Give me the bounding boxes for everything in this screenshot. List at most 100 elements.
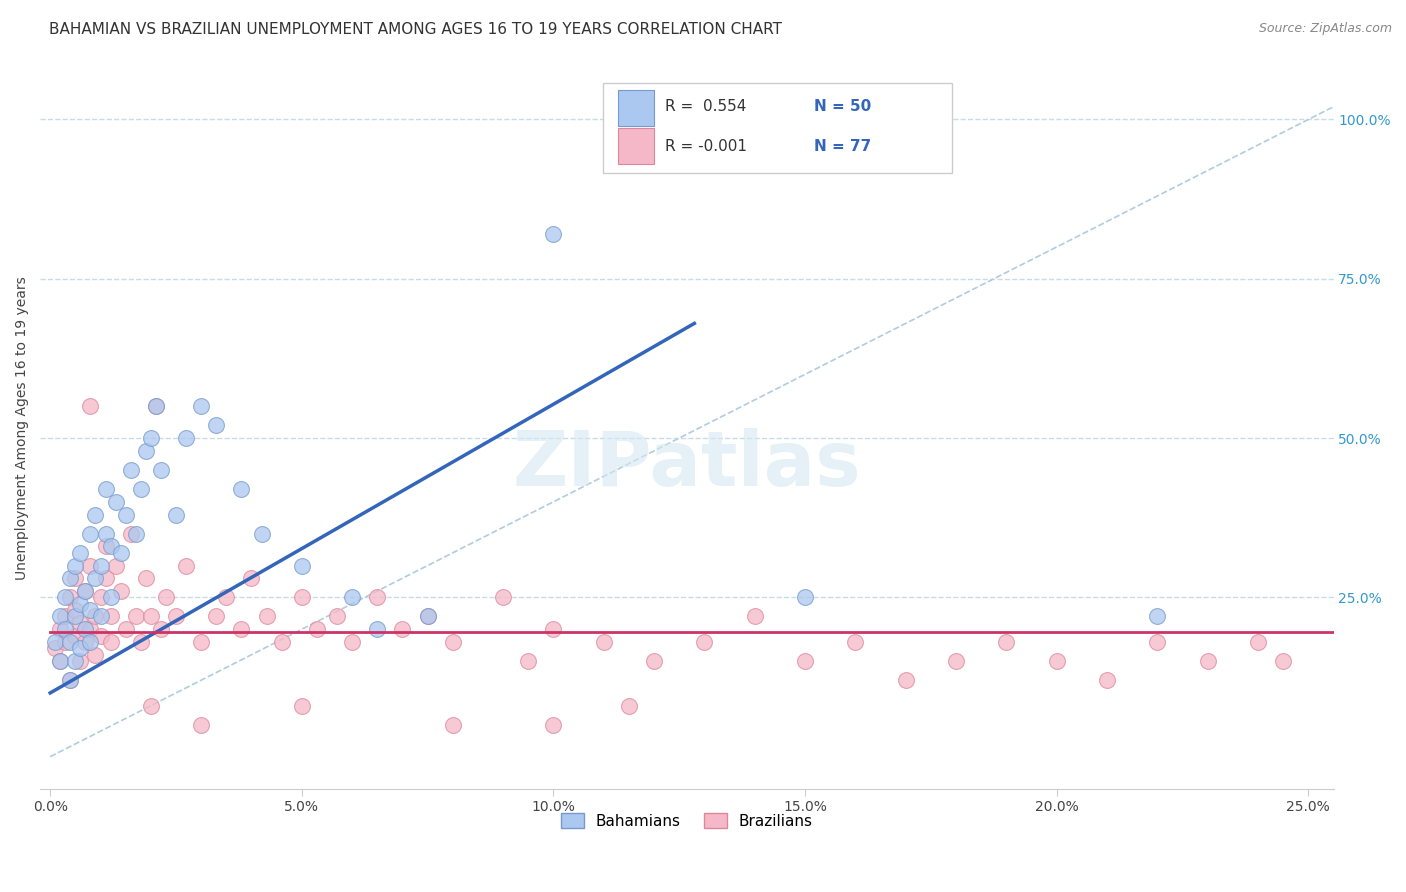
- Point: [65, 654, 87, 668]
- Point: [110, 584, 132, 599]
- Point: [517, 654, 540, 668]
- Point: [94, 540, 117, 554]
- FancyBboxPatch shape: [619, 90, 654, 126]
- Text: Source: ZipAtlas.com: Source: ZipAtlas.com: [1258, 22, 1392, 36]
- Point: [174, 431, 197, 445]
- Point: [894, 673, 917, 688]
- Point: [49, 654, 72, 668]
- Point: [104, 495, 127, 509]
- Point: [59, 635, 82, 649]
- Point: [416, 609, 439, 624]
- Text: N = 77: N = 77: [814, 139, 870, 153]
- Point: [543, 227, 565, 242]
- Point: [94, 526, 117, 541]
- Point: [205, 418, 228, 433]
- Text: R =  0.554: R = 0.554: [665, 99, 747, 114]
- Point: [416, 609, 439, 624]
- Point: [100, 591, 122, 605]
- Point: [59, 673, 82, 688]
- Point: [89, 591, 111, 605]
- Point: [149, 622, 172, 636]
- Point: [145, 399, 167, 413]
- Point: [1146, 609, 1168, 624]
- Point: [114, 508, 136, 522]
- Point: [543, 718, 565, 732]
- Point: [1197, 654, 1219, 668]
- Point: [114, 622, 136, 636]
- Point: [75, 584, 97, 599]
- Point: [65, 603, 87, 617]
- Point: [94, 571, 117, 585]
- Point: [155, 591, 177, 605]
- Point: [84, 571, 107, 585]
- Point: [492, 591, 515, 605]
- Point: [543, 622, 565, 636]
- Point: [366, 622, 388, 636]
- Point: [84, 609, 107, 624]
- Point: [84, 508, 107, 522]
- Point: [995, 635, 1018, 649]
- Point: [104, 558, 127, 573]
- Point: [165, 508, 187, 522]
- Point: [1095, 673, 1118, 688]
- Point: [231, 482, 253, 496]
- Point: [250, 526, 273, 541]
- Point: [79, 558, 101, 573]
- Point: [291, 698, 314, 713]
- Point: [190, 399, 212, 413]
- Point: [89, 558, 111, 573]
- Point: [1046, 654, 1069, 668]
- Point: [69, 641, 91, 656]
- Point: [100, 540, 122, 554]
- Point: [100, 609, 122, 624]
- Point: [53, 622, 76, 636]
- Point: [291, 591, 314, 605]
- Point: [120, 526, 142, 541]
- Point: [49, 654, 72, 668]
- FancyBboxPatch shape: [619, 128, 654, 164]
- Point: [231, 622, 253, 636]
- Point: [340, 635, 363, 649]
- Point: [366, 591, 388, 605]
- Point: [49, 609, 72, 624]
- Point: [79, 399, 101, 413]
- Point: [44, 641, 66, 656]
- Point: [79, 526, 101, 541]
- Point: [139, 431, 162, 445]
- Point: [165, 609, 187, 624]
- Point: [53, 635, 76, 649]
- Point: [844, 635, 866, 649]
- Point: [125, 526, 148, 541]
- Point: [125, 609, 148, 624]
- Point: [59, 673, 82, 688]
- Point: [149, 463, 172, 477]
- FancyBboxPatch shape: [603, 83, 952, 173]
- Point: [100, 635, 122, 649]
- Point: [240, 571, 263, 585]
- Point: [79, 635, 101, 649]
- Point: [65, 609, 87, 624]
- Legend: Bahamians, Brazilians: Bahamians, Brazilians: [554, 806, 820, 835]
- Point: [617, 698, 640, 713]
- Point: [75, 622, 97, 636]
- Point: [291, 558, 314, 573]
- Point: [174, 558, 197, 573]
- Point: [65, 629, 87, 643]
- Point: [256, 609, 278, 624]
- Point: [84, 648, 107, 662]
- Text: R = -0.001: R = -0.001: [665, 139, 747, 153]
- Point: [89, 609, 111, 624]
- Point: [44, 635, 66, 649]
- Point: [441, 635, 464, 649]
- Point: [135, 443, 157, 458]
- Point: [326, 609, 349, 624]
- Point: [53, 591, 76, 605]
- Point: [75, 635, 97, 649]
- Point: [110, 546, 132, 560]
- Point: [139, 609, 162, 624]
- Point: [59, 591, 82, 605]
- Point: [794, 654, 817, 668]
- Text: BAHAMIAN VS BRAZILIAN UNEMPLOYMENT AMONG AGES 16 TO 19 YEARS CORRELATION CHART: BAHAMIAN VS BRAZILIAN UNEMPLOYMENT AMONG…: [49, 22, 782, 37]
- Point: [945, 654, 967, 668]
- Point: [69, 546, 91, 560]
